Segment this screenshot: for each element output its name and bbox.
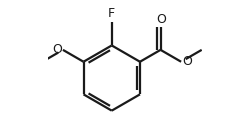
Text: O: O — [52, 43, 62, 56]
Text: O: O — [157, 13, 166, 26]
Text: O: O — [182, 55, 192, 68]
Text: F: F — [108, 7, 115, 20]
